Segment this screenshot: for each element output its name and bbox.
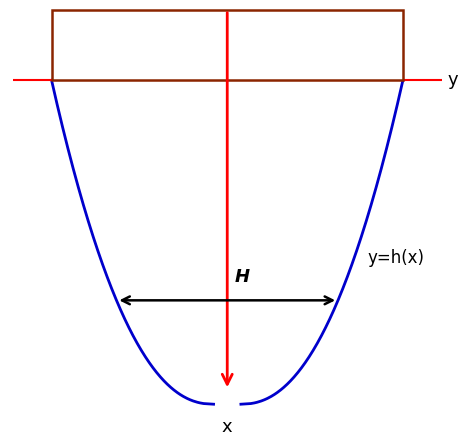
Bar <box>52 10 403 80</box>
Text: H: H <box>235 268 250 286</box>
Text: y: y <box>448 71 458 89</box>
Text: y=h(x): y=h(x) <box>368 249 425 267</box>
Text: x: x <box>222 418 233 436</box>
